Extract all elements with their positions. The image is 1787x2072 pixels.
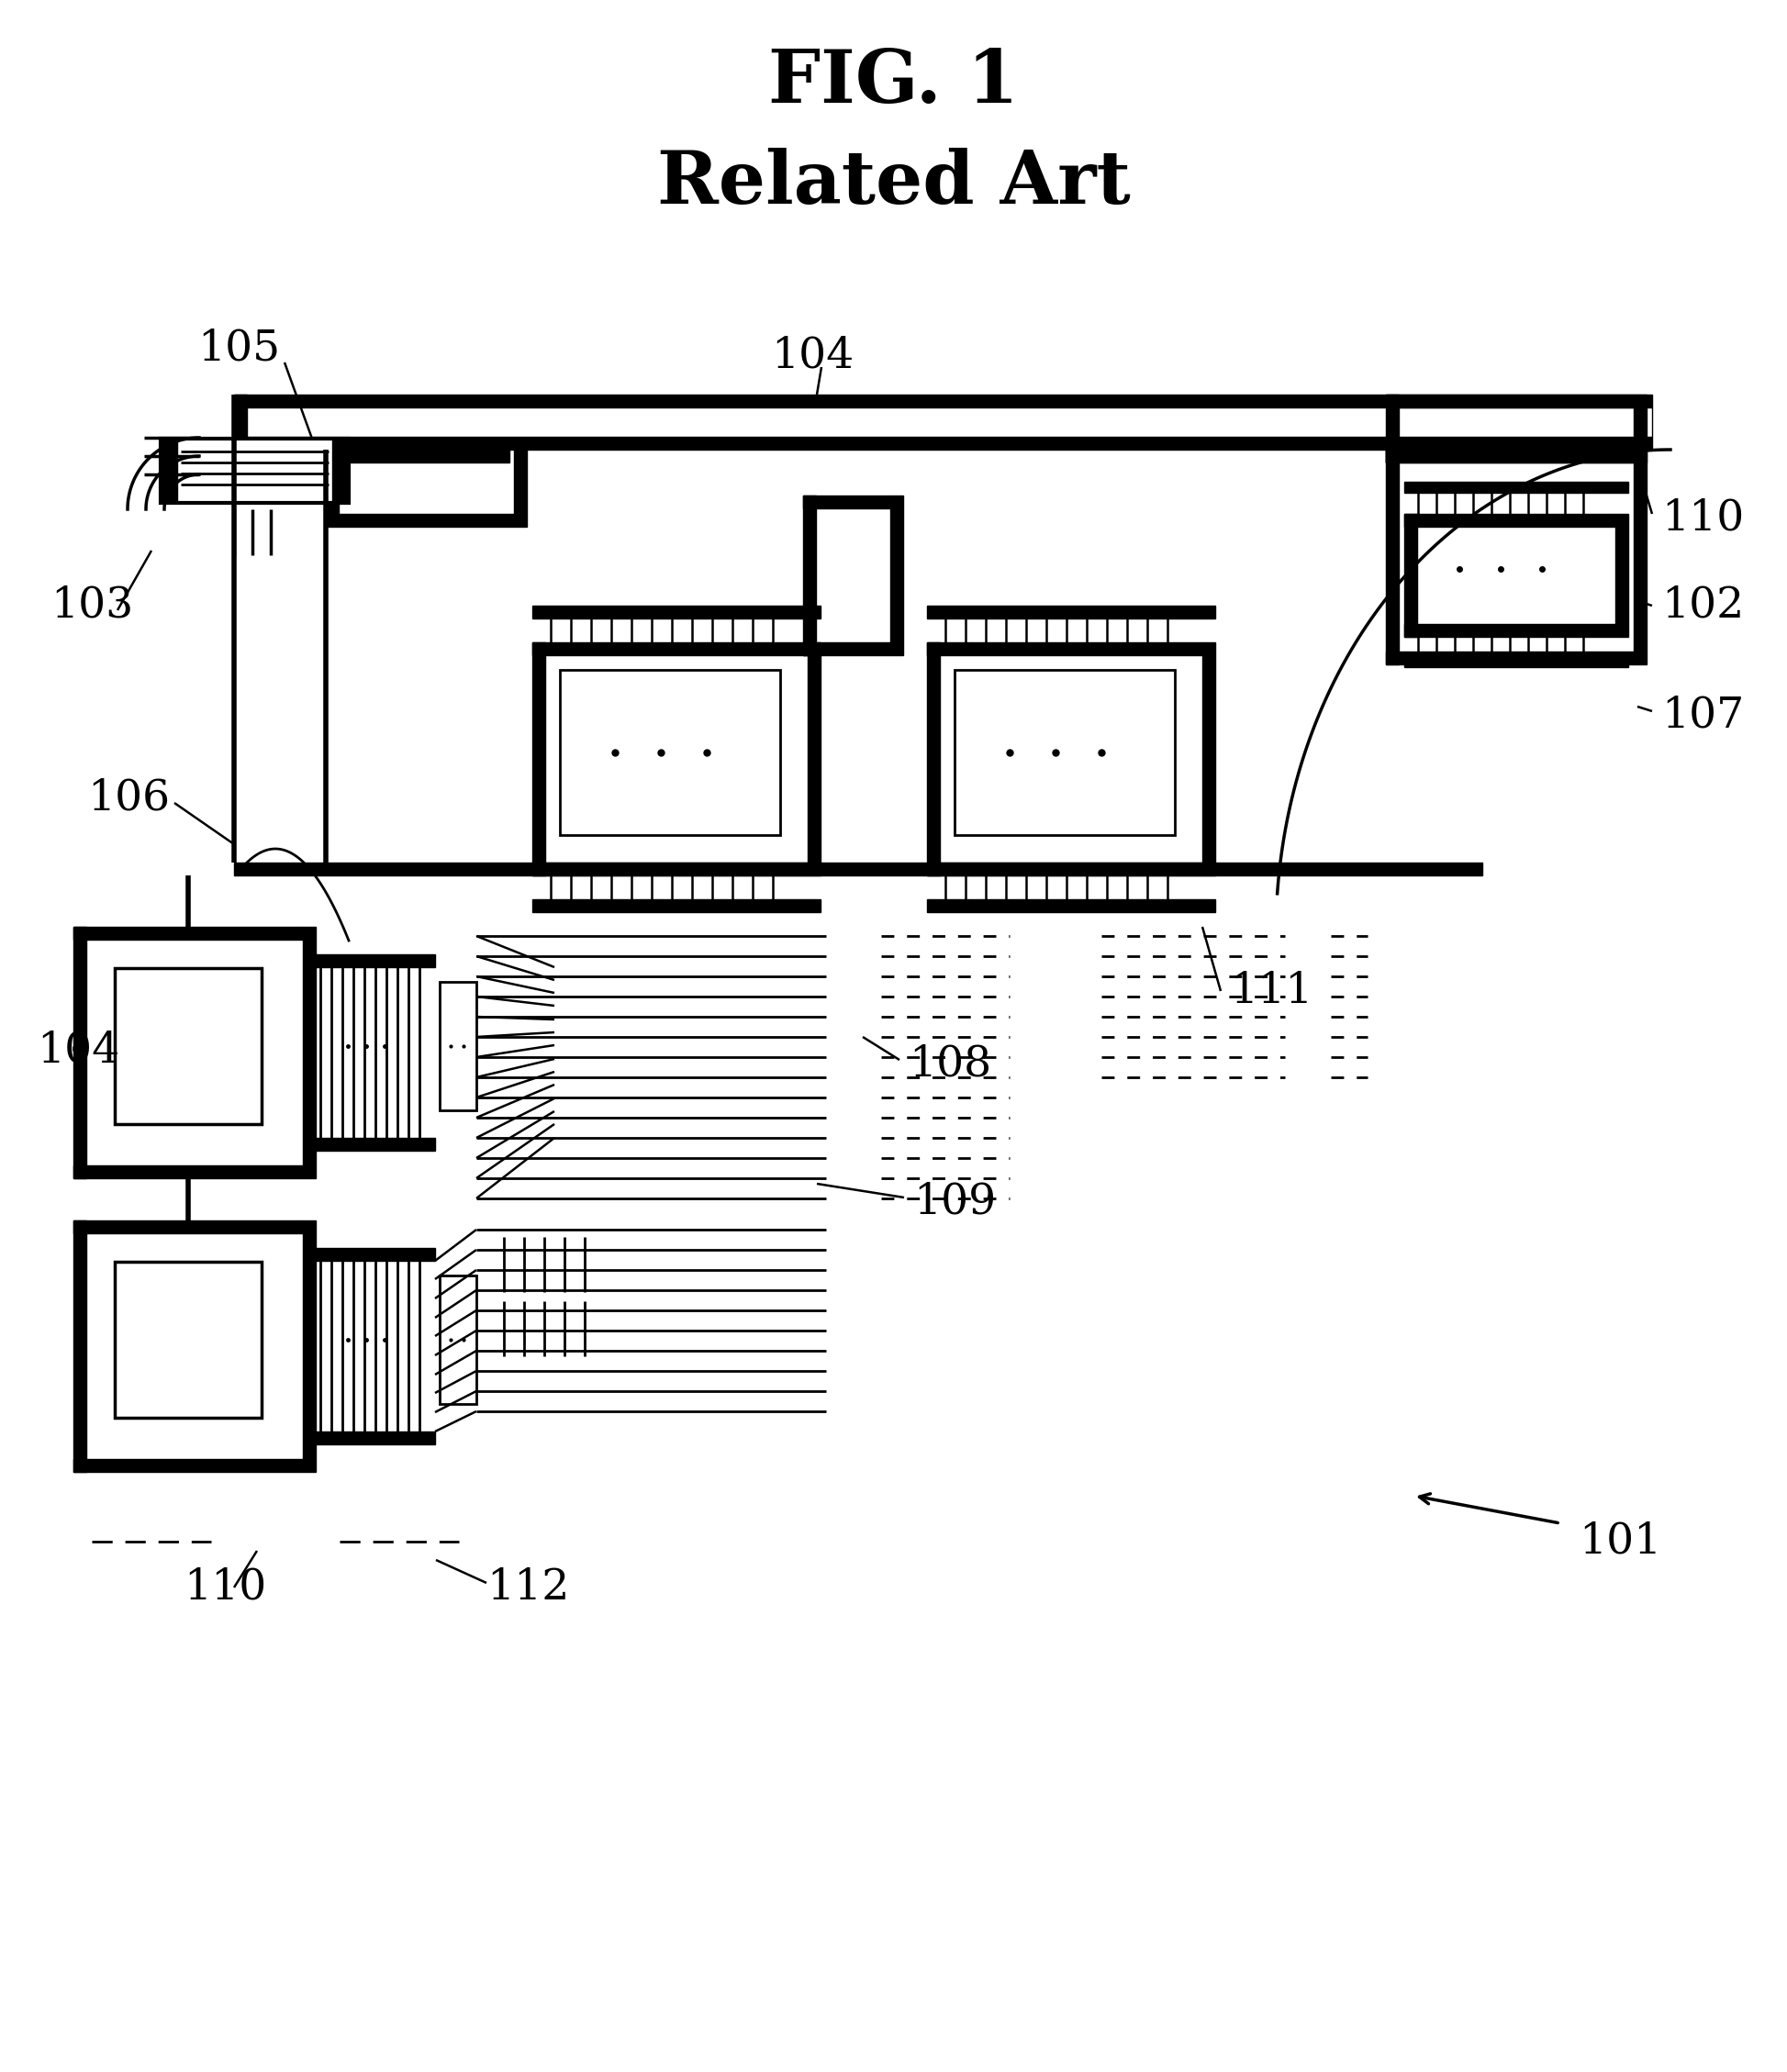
Text: Related Art: Related Art <box>658 147 1129 220</box>
Text: 110: 110 <box>1662 497 1744 539</box>
Bar <box>927 862 1203 874</box>
Bar <box>325 450 340 522</box>
Bar <box>1387 394 1399 462</box>
Bar <box>802 642 890 655</box>
Text: 105: 105 <box>197 327 281 369</box>
Bar <box>1387 450 1633 462</box>
Bar <box>325 450 340 462</box>
Text: 108: 108 <box>908 1044 992 1086</box>
Text: 104: 104 <box>38 1030 120 1071</box>
Bar <box>332 439 348 503</box>
Bar <box>1405 657 1628 667</box>
Bar <box>1405 483 1628 493</box>
Text: 107: 107 <box>1662 694 1744 736</box>
Bar <box>234 394 247 450</box>
Bar <box>73 1459 302 1471</box>
Bar <box>954 669 1174 835</box>
Bar <box>533 899 820 912</box>
Text: 109: 109 <box>913 1181 995 1222</box>
Bar <box>316 955 434 968</box>
Text: 106: 106 <box>88 777 170 818</box>
Bar <box>73 926 86 1179</box>
Bar <box>73 1220 86 1471</box>
Bar <box>1405 514 1417 636</box>
Bar <box>1633 450 1646 665</box>
Bar <box>302 926 316 1179</box>
Bar <box>234 862 1481 874</box>
Bar <box>515 450 527 526</box>
Bar <box>73 926 302 939</box>
Bar <box>1405 514 1615 526</box>
Text: 110: 110 <box>184 1566 266 1608</box>
Bar <box>927 899 1215 912</box>
Bar <box>73 1220 302 1233</box>
Bar <box>440 1276 477 1405</box>
Bar <box>808 642 820 874</box>
Bar <box>1633 394 1646 462</box>
Bar <box>161 439 177 503</box>
Bar <box>234 437 1651 450</box>
Bar <box>302 1220 316 1471</box>
Bar <box>316 1247 434 1262</box>
Bar <box>1387 450 1633 462</box>
Bar <box>802 495 817 655</box>
Bar <box>533 642 545 874</box>
Bar <box>1387 450 1399 665</box>
Text: 103: 103 <box>50 584 134 626</box>
Text: 104: 104 <box>770 336 854 377</box>
Bar <box>1387 394 1633 408</box>
Bar <box>161 439 348 503</box>
Bar <box>234 394 1651 408</box>
Bar <box>316 1432 434 1444</box>
Bar <box>440 982 477 1111</box>
Bar <box>927 642 1203 655</box>
Bar <box>927 642 940 874</box>
Text: 101: 101 <box>1578 1521 1662 1562</box>
Bar <box>325 450 509 462</box>
Text: 112: 112 <box>486 1566 570 1608</box>
Bar <box>1203 642 1215 874</box>
Bar <box>802 495 890 508</box>
Bar <box>325 514 515 526</box>
Bar <box>533 862 808 874</box>
Bar <box>1387 651 1633 665</box>
Bar <box>1405 624 1615 636</box>
Text: FIG. 1: FIG. 1 <box>768 48 1019 118</box>
Bar <box>114 1262 261 1417</box>
Bar <box>559 669 781 835</box>
Bar <box>1615 514 1628 636</box>
Bar <box>73 1164 302 1179</box>
Text: 102: 102 <box>1662 584 1744 626</box>
Bar <box>533 605 820 617</box>
Bar <box>927 605 1215 617</box>
Bar <box>533 642 808 655</box>
Bar <box>890 495 902 655</box>
Text: 111: 111 <box>1229 970 1313 1011</box>
Bar <box>234 408 1651 437</box>
Bar <box>114 968 261 1125</box>
Bar <box>316 1138 434 1150</box>
